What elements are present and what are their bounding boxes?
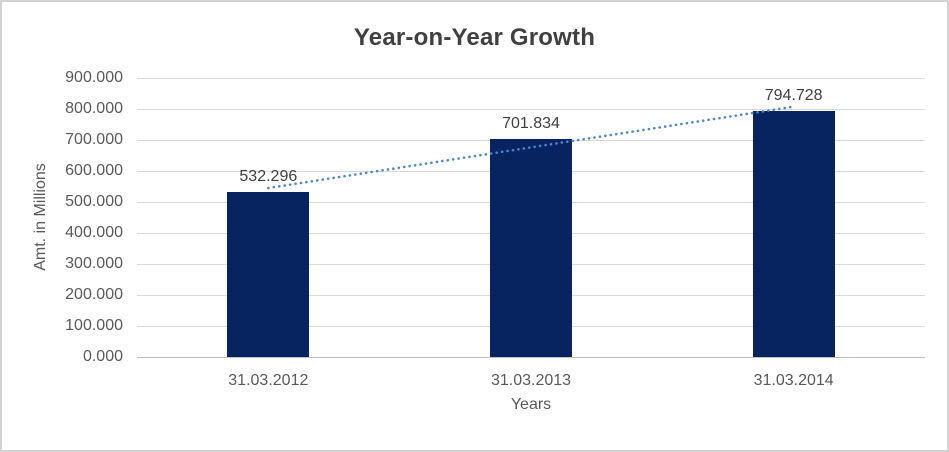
y-axis-title: Amt. in Millions xyxy=(32,163,49,271)
data-label: 701.834 xyxy=(502,115,560,133)
y-tick-label: 0.000 xyxy=(82,348,123,365)
y-tick-label: 800.000 xyxy=(65,100,123,117)
data-label: 532.296 xyxy=(239,167,298,185)
gridline xyxy=(137,357,925,358)
bar-31.03.2012 xyxy=(227,191,310,357)
y-tick-label: 300.000 xyxy=(65,255,123,272)
y-tick-label: 100.000 xyxy=(65,317,123,334)
x-tick-label: 31.03.2013 xyxy=(490,372,572,389)
bar-31.03.2013 xyxy=(490,139,572,357)
y-tick-label: 700.000 xyxy=(65,131,123,148)
data-label: 794.728 xyxy=(764,86,823,104)
y-tick-label: 200.000 xyxy=(65,286,123,303)
y-tick-label: 900.000 xyxy=(65,69,123,86)
y-tick-label: 400.000 xyxy=(65,224,123,241)
x-axis-title: Years xyxy=(510,396,552,413)
x-tick-label: 31.03.2014 xyxy=(753,372,834,389)
bar-31.03.2014 xyxy=(752,110,835,357)
y-tick-label: 500.000 xyxy=(65,193,123,210)
x-tick-label: 31.03.2012 xyxy=(228,372,309,389)
chart-title: Year-on-Year Growth xyxy=(353,24,596,51)
gridline xyxy=(137,78,925,79)
y-tick-label: 600.000 xyxy=(65,162,123,179)
